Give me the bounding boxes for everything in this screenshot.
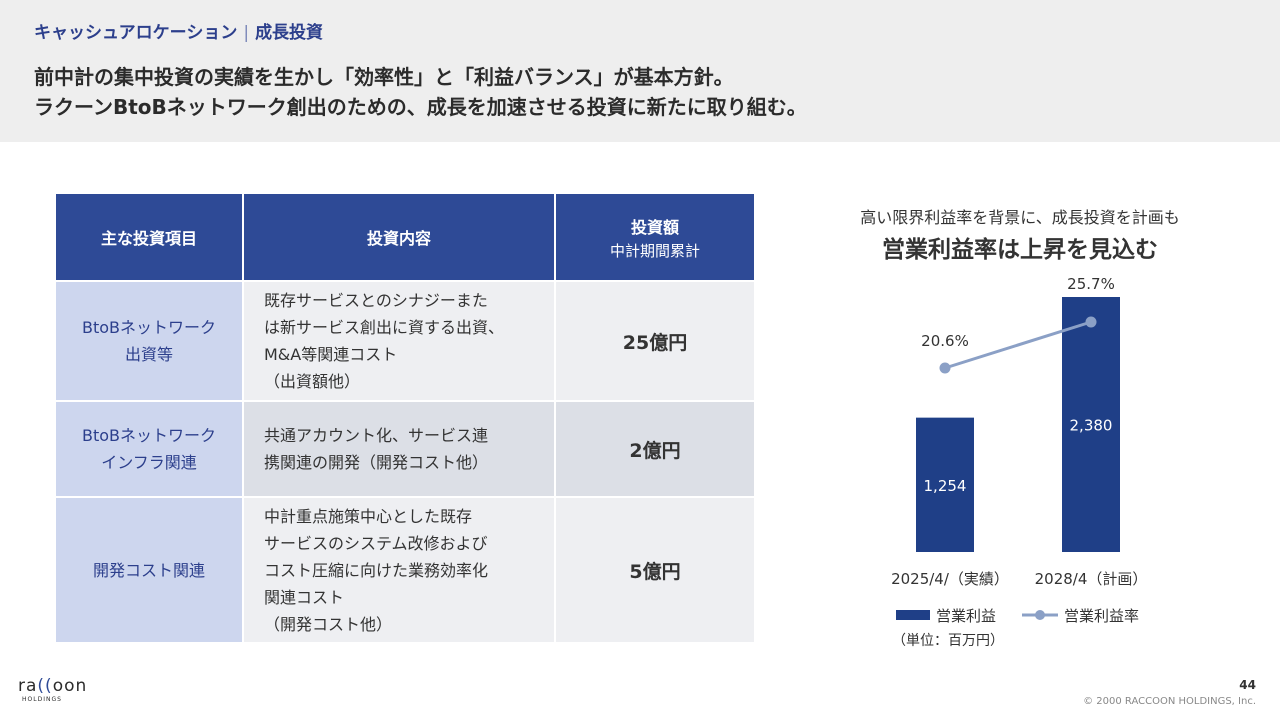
x-axis-tick-label: 2028/4（計画） (1035, 570, 1148, 588)
line-value-label: 20.6% (921, 332, 969, 350)
investment-table: 主な投資項目 投資内容 投資額 中計期間累計 BtoBネットワーク 出資等 既存サ… (54, 192, 756, 644)
investment-content: 共通アカウント化、サービス連 携関連の開発（開発コスト他） (242, 400, 556, 498)
bar-operating-profit (916, 417, 974, 552)
legend-line-marker (1035, 610, 1045, 620)
line-value-label: 25.7% (1067, 275, 1115, 293)
table-header-row: 主な投資項目 投資内容 投資額 中計期間累計 (54, 192, 756, 282)
header-investment-content: 投資内容 (242, 192, 556, 282)
table-row: 開発コスト関連 中計重点施策中心とした既存 サービスのシステム改修および コスト圧縮… (54, 496, 756, 644)
legend-bar-label: 営業利益 (936, 607, 996, 625)
investment-amount: 5億円 (554, 496, 756, 644)
breadcrumb-separator: | (243, 23, 250, 43)
investment-item: BtoBネットワーク インフラ関連 (54, 400, 244, 498)
bar-value-label: 1,254 (924, 477, 967, 495)
breadcrumb: キャッシュアロケーション | 成長投資 (34, 18, 323, 43)
bar-operating-profit (1062, 297, 1120, 552)
table-row: BtoBネットワーク インフラ関連 共通アカウント化、サービス連 携関連の開発（開発… (54, 400, 756, 498)
investment-amount: 2億円 (554, 400, 756, 498)
line-operating-margin (944, 320, 1092, 370)
table-row: BtoBネットワーク 出資等 既存サービスとのシナジーまた は新サービス創出に資する… (54, 280, 756, 402)
line-point (1085, 316, 1097, 328)
headline-line-1: 前中計の集中投資の実績を生かし「効率性」と「利益バランス」が基本方針。 (34, 65, 734, 89)
investment-amount: 25億円 (554, 280, 756, 402)
company-logo: ra((oon HOLDINGS (18, 676, 88, 703)
legend-line-label: 営業利益率 (1064, 607, 1139, 625)
headline-line-2: ラクーンBtoBネットワーク創出のための、成長を加速させる投資に新たに取り組む。 (34, 95, 807, 119)
investment-item: 開発コスト関連 (54, 496, 244, 644)
page-headline: 前中計の集中投資の実績を生かし「効率性」と「利益バランス」が基本方針。 ラクーン… (34, 62, 807, 122)
header-band (0, 0, 1280, 142)
header-investment-item: 主な投資項目 (54, 192, 244, 282)
bar-value-label: 2,380 (1070, 417, 1113, 435)
chart-legend: 営業利益 営業利益率 (896, 604, 1226, 626)
chart-subtitle: 高い限界利益率を背景に、成長投資を計画も (860, 208, 1180, 227)
line-point (939, 362, 951, 374)
copyright: © 2000 RACCOON HOLDINGS, Inc. (1083, 696, 1256, 707)
investment-content: 既存サービスとのシナジーまた は新サービス創出に資する出資、 M&A等関連コスト （出… (242, 280, 556, 402)
chart-title: 営業利益率は上昇を見込む (882, 237, 1158, 263)
breadcrumb-section: キャッシュアロケーション (34, 23, 238, 43)
chart-unit: （単位：百万円） (892, 633, 1004, 649)
investment-content: 中計重点施策中心とした既存 サービスのシステム改修および コスト圧縮に向けた業務効率… (242, 496, 556, 644)
breadcrumb-subsection: 成長投資 (255, 23, 324, 43)
header-investment-amount: 投資額 中計期間累計 (554, 192, 756, 282)
legend-bar-swatch (896, 610, 930, 620)
operating-profit-chart: 1,254 2,380 20.6% 25.7% 2025/4/（実績） 2028/4（計画… (891, 275, 1148, 588)
page-number: 44 (1239, 678, 1256, 692)
x-axis-tick-label: 2025/4/（実績） (891, 570, 1009, 588)
investment-item: BtoBネットワーク 出資等 (54, 280, 244, 402)
